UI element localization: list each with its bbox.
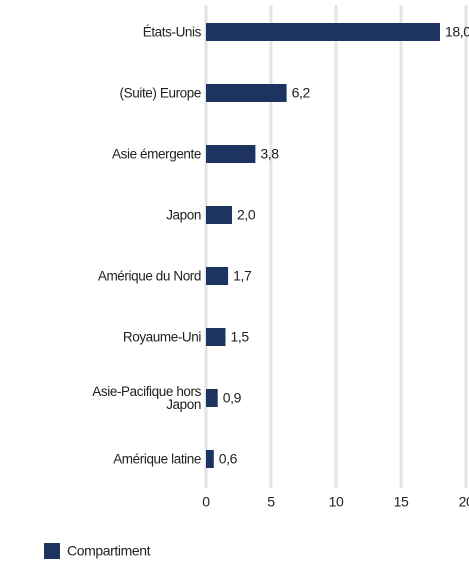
y-tick-label: Asie émergente	[112, 146, 201, 162]
y-tick-label: États-Unis	[142, 24, 202, 40]
x-tick-label: 15	[394, 494, 409, 510]
bar	[206, 145, 256, 163]
bar	[206, 206, 232, 224]
data-label: 1,7	[233, 268, 252, 284]
y-tick-label: Japon	[166, 207, 201, 223]
data-label: 18,0	[445, 24, 469, 40]
y-tick-label: Amérique latine	[113, 451, 201, 467]
y-tick-label: (Suite) Europe	[119, 85, 202, 101]
bar	[206, 23, 440, 41]
bar	[206, 328, 226, 346]
x-tick-label: 5	[267, 494, 275, 510]
y-tick-label: Amérique du Nord	[97, 268, 202, 284]
x-tick-label: 20	[459, 494, 469, 510]
bar	[206, 450, 214, 468]
data-label: 6,2	[292, 85, 311, 101]
bar	[206, 389, 218, 407]
data-label: 0,9	[223, 390, 242, 406]
x-tick-label: 0	[202, 494, 210, 510]
y-tick-label: Royaume-Uni	[122, 329, 202, 345]
data-label: 1,5	[231, 329, 250, 345]
legend-label: Compartiment	[67, 543, 151, 559]
x-tick-label: 10	[329, 494, 344, 510]
bar	[206, 267, 229, 285]
y-tick-label: Asie-Pacifique hors Japon	[92, 384, 201, 412]
data-label: 2,0	[237, 207, 256, 223]
legend-swatch	[44, 543, 60, 559]
data-label: 0,6	[219, 451, 238, 467]
bar	[206, 84, 287, 102]
data-label: 3,8	[260, 146, 279, 162]
